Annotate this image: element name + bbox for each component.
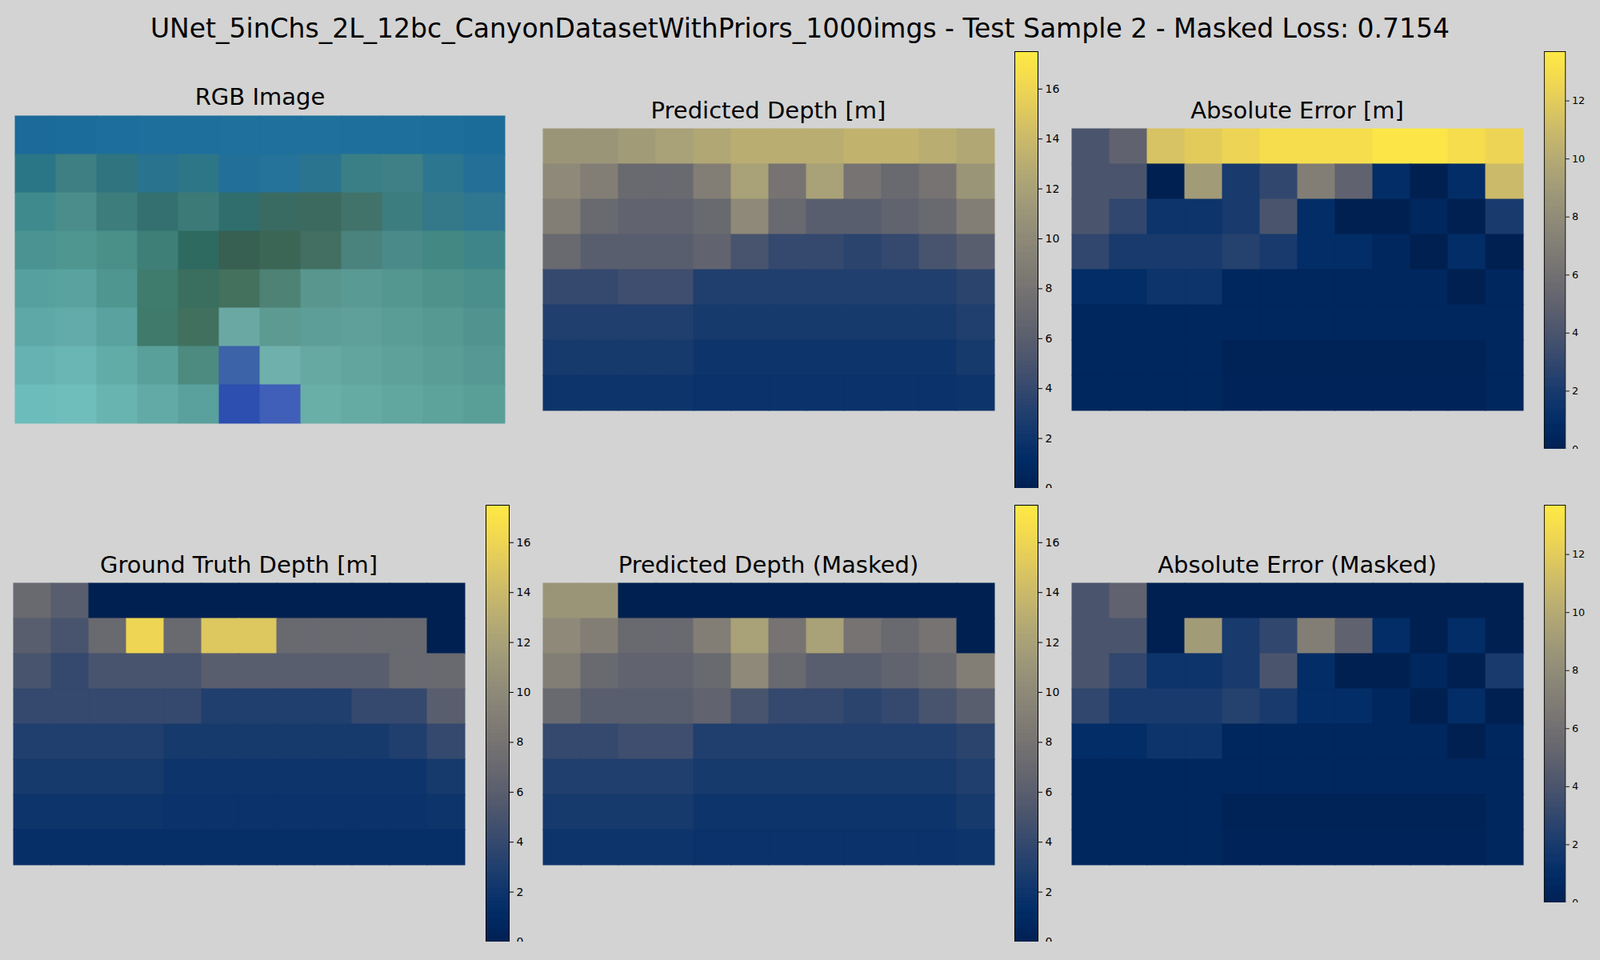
svg-text:2: 2 <box>1572 384 1579 397</box>
html-text:RGB Image: RGB Image <box>194 83 326 111</box>
svg-text:10: 10 <box>1045 685 1060 699</box>
svg-text:4: 4 <box>1045 835 1053 848</box>
html-text:Ground Truth Depth [m]: Ground Truth Depth [m] <box>100 551 378 579</box>
svg-text:0: 0 <box>1045 935 1053 942</box>
svg-text:4: 4 <box>1572 326 1579 339</box>
svg-text:6: 6 <box>1045 785 1053 799</box>
svg-text:0: 0 <box>1572 896 1579 903</box>
svg-text:6: 6 <box>516 785 524 799</box>
svg-text:6: 6 <box>1572 268 1579 281</box>
svg-text:0: 0 <box>516 935 524 942</box>
svg-text:4: 4 <box>1045 381 1053 395</box>
html-text:Predicted Depth (Masked): Predicted Depth (Masked) <box>618 551 919 579</box>
svg-text:16: 16 <box>1045 82 1060 96</box>
svg-text:4: 4 <box>516 835 524 848</box>
svg-text:10: 10 <box>1572 152 1585 165</box>
svg-text:0: 0 <box>1572 443 1579 449</box>
svg-text:14: 14 <box>516 585 532 599</box>
svg-text:12: 12 <box>1045 636 1060 649</box>
svg-text:6: 6 <box>1572 722 1579 735</box>
svg-text:8: 8 <box>1572 664 1579 676</box>
html-text:Absolute Error [m]: Absolute Error [m] <box>1190 96 1404 124</box>
svg-text:10: 10 <box>1045 232 1060 245</box>
svg-text:12: 12 <box>1572 94 1585 107</box>
svg-text:16: 16 <box>516 536 532 549</box>
svg-text:8: 8 <box>1572 210 1579 223</box>
svg-text:8: 8 <box>516 735 524 748</box>
svg-text:14: 14 <box>1045 585 1060 599</box>
svg-text:6: 6 <box>1045 332 1053 345</box>
svg-text:10: 10 <box>516 685 532 699</box>
svg-text:2: 2 <box>1045 885 1053 899</box>
svg-text:12: 12 <box>516 636 532 649</box>
svg-text:12: 12 <box>1572 548 1585 560</box>
html-text:Predicted Depth [m]: Predicted Depth [m] <box>650 96 886 124</box>
svg-text:16: 16 <box>1045 536 1060 549</box>
html-text:Absolute Error (Masked): Absolute Error (Masked) <box>1157 551 1437 579</box>
svg-text:2: 2 <box>1572 838 1579 851</box>
svg-text:10: 10 <box>1572 606 1585 619</box>
html-text:UNet_5inChs_2L_12bc_CanyonData: UNet_5inChs_2L_12bc_CanyonDatasetWithPri… <box>150 12 1450 44</box>
svg-text:4: 4 <box>1572 780 1579 792</box>
svg-text:12: 12 <box>1045 182 1060 196</box>
svg-text:2: 2 <box>1045 432 1053 445</box>
svg-text:2: 2 <box>516 885 524 899</box>
svg-text:8: 8 <box>1045 281 1053 295</box>
svg-text:0: 0 <box>1045 481 1053 488</box>
svg-text:8: 8 <box>1045 735 1053 748</box>
svg-text:14: 14 <box>1045 132 1060 145</box>
